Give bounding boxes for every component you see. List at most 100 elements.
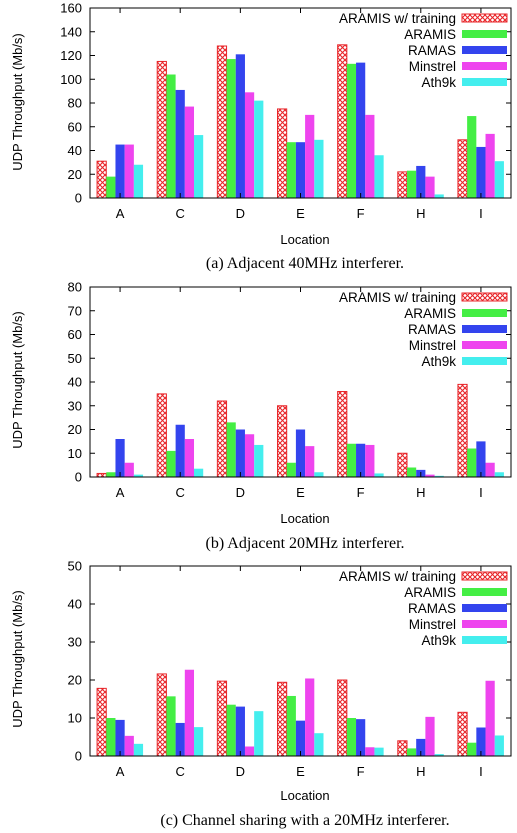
bar-c-aramis-c	[166, 696, 176, 756]
legend-swatch-b-ramas	[462, 325, 507, 333]
bar-a-minstrel-f	[365, 114, 375, 199]
x-tick-label-c: C	[176, 764, 185, 779]
y-axis-label-a: UDP Throughput (Mb/s)	[10, 33, 25, 171]
legend-swatch-b-ath9k	[462, 357, 507, 365]
bar-a-minstrel-a	[124, 144, 134, 198]
bar-b-ath9k-e	[314, 472, 324, 477]
bar-a-minstrel-d	[244, 92, 255, 198]
legend-label-c-aramis: ARAMIS	[404, 585, 456, 600]
legend-label-c-ramas: RAMAS	[408, 601, 456, 616]
x-tick-label-a: D	[236, 206, 245, 221]
bar-c-minstrel-a	[124, 735, 134, 756]
legend-swatch-c-ramas	[462, 604, 507, 612]
y-tick-label-c: 50	[68, 559, 82, 574]
bar-b-ath9k-c	[194, 468, 204, 477]
x-tick-label-a: C	[176, 206, 185, 221]
bar-a-ath9k-c	[194, 135, 204, 198]
axes-frame-c	[89, 565, 512, 757]
bar-b-aramis-h	[406, 467, 417, 477]
bar-c-aramis-e	[286, 695, 296, 756]
chart-c: 0 10 20 30 40 50 A C D E F H I ARAMIS w/ trainingARA…	[10, 559, 512, 829]
bar-c-ath9k-i	[494, 735, 504, 756]
bar-a-aramis-w-training-d	[216, 45, 228, 199]
legend-swatch-b-aramis-w-training	[461, 292, 508, 302]
bar-b-aramis-w-training-i	[457, 383, 468, 478]
legend-label-b-minstrel: Minstrel	[409, 338, 456, 353]
legend-label-c-ath9k: Ath9k	[421, 633, 456, 648]
bar-b-ath9k-f	[374, 473, 384, 477]
bar-a-ramas-d	[235, 54, 245, 199]
bar-b-aramis-w-training-e	[277, 405, 288, 478]
bar-c-aramis-h	[406, 748, 417, 756]
bar-c-aramis-w-training-e	[277, 681, 288, 757]
bar-c-ramas-d	[235, 706, 245, 756]
bar-a-aramis-w-training-c	[156, 60, 167, 199]
y-tick-label-c: 20	[68, 673, 82, 688]
bar-b-aramis-e	[286, 462, 296, 477]
caption-c: (c) Channel sharing with a 20MHz interfe…	[160, 812, 449, 829]
legend-label-b-ath9k: Ath9k	[421, 354, 456, 369]
bar-a-ath9k-h	[434, 194, 444, 198]
legend-swatch-c-ath9k	[462, 636, 507, 644]
y-tick-label-c: 10	[68, 711, 82, 726]
y-tick-label-a: 40	[68, 143, 82, 158]
x-tick-label-c: E	[296, 764, 305, 779]
bar-b-ath9k-h	[434, 475, 444, 477]
legend-label-c-minstrel: Minstrel	[409, 617, 456, 632]
legend-a: ARAMIS w/ trainingARAMISRAMASMinstrelAth…	[339, 11, 508, 90]
legend-label-a-ath9k: Ath9k	[421, 75, 456, 90]
x-tick-label-b: I	[479, 485, 483, 500]
bar-b-ramas-e	[295, 429, 306, 477]
bar-c-minstrel-c	[184, 669, 195, 756]
legend-swatch-c-minstrel	[462, 620, 507, 628]
y-tick-label-a: 120	[60, 48, 82, 63]
legend-label-a-aramis: ARAMIS	[404, 27, 456, 42]
bar-a-aramis-d	[226, 59, 236, 199]
y-tick-label-b: 70	[68, 303, 82, 318]
bar-a-ramas-i	[476, 146, 486, 198]
bar-a-aramis-h	[406, 170, 417, 198]
y-tick-label-b: 10	[68, 446, 82, 461]
bar-a-minstrel-c	[184, 106, 195, 198]
bar-c-aramis-w-training-f	[337, 679, 348, 757]
bar-c-ramas-e	[295, 720, 306, 756]
x-tick-label-b: A	[116, 485, 125, 500]
bar-b-minstrel-e	[305, 446, 315, 478]
bar-a-ath9k-d	[254, 100, 264, 198]
y-tick-label-c: 0	[75, 749, 82, 764]
y-tick-label-b: 20	[68, 422, 82, 437]
bar-c-minstrel-i	[485, 680, 495, 756]
bar-b-aramis-c	[166, 450, 176, 478]
bar-c-ath9k-d	[254, 711, 264, 756]
bar-b-minstrel-f	[365, 444, 375, 477]
legend-swatch-b-aramis	[462, 309, 507, 317]
bar-b-aramis-w-training-a	[96, 472, 107, 478]
y-tick-label-b: 50	[68, 351, 82, 366]
bar-b-minstrel-h	[425, 474, 435, 478]
legend-swatch-a-minstrel	[462, 62, 507, 70]
bar-c-minstrel-d	[244, 746, 255, 756]
y-tick-label-a: 80	[68, 96, 82, 111]
bar-c-aramis-a	[106, 718, 116, 756]
bar-b-minstrel-c	[184, 439, 195, 477]
y-tick-label-a: 20	[68, 167, 82, 182]
legend-swatch-b-minstrel	[462, 341, 507, 349]
bar-c-aramis-i	[467, 742, 477, 756]
x-tick-label-c: I	[479, 764, 483, 779]
bar-c-ath9k-h	[434, 754, 444, 756]
y-tick-label-a: 100	[60, 72, 82, 87]
chart-panel-b: 0 10 20 30 40 50 60 70 80 A C D E F H I ARAMIS w/ train…	[0, 278, 517, 557]
bar-b-ath9k-a	[133, 474, 144, 478]
y-tick-label-b: 60	[68, 327, 82, 342]
x-axis-label-a: Location	[280, 232, 329, 247]
bar-a-aramis-a	[106, 176, 116, 199]
bar-b-ramas-d	[235, 429, 245, 477]
chart-a: 0 20 40 60 80 100 120 140 160 A C D E F H I ARAMIS w/ t…	[10, 1, 512, 272]
bar-a-aramis-e	[286, 142, 296, 198]
bar-b-ramas-a	[115, 439, 125, 477]
bar-c-aramis-w-training-h	[397, 740, 408, 757]
legend-label-a-ramas: RAMAS	[408, 43, 456, 58]
bar-a-aramis-f	[346, 63, 357, 199]
legend-label-a-aramis-w-training: ARAMIS w/ training	[339, 11, 456, 26]
bar-a-ath9k-a	[133, 164, 144, 198]
